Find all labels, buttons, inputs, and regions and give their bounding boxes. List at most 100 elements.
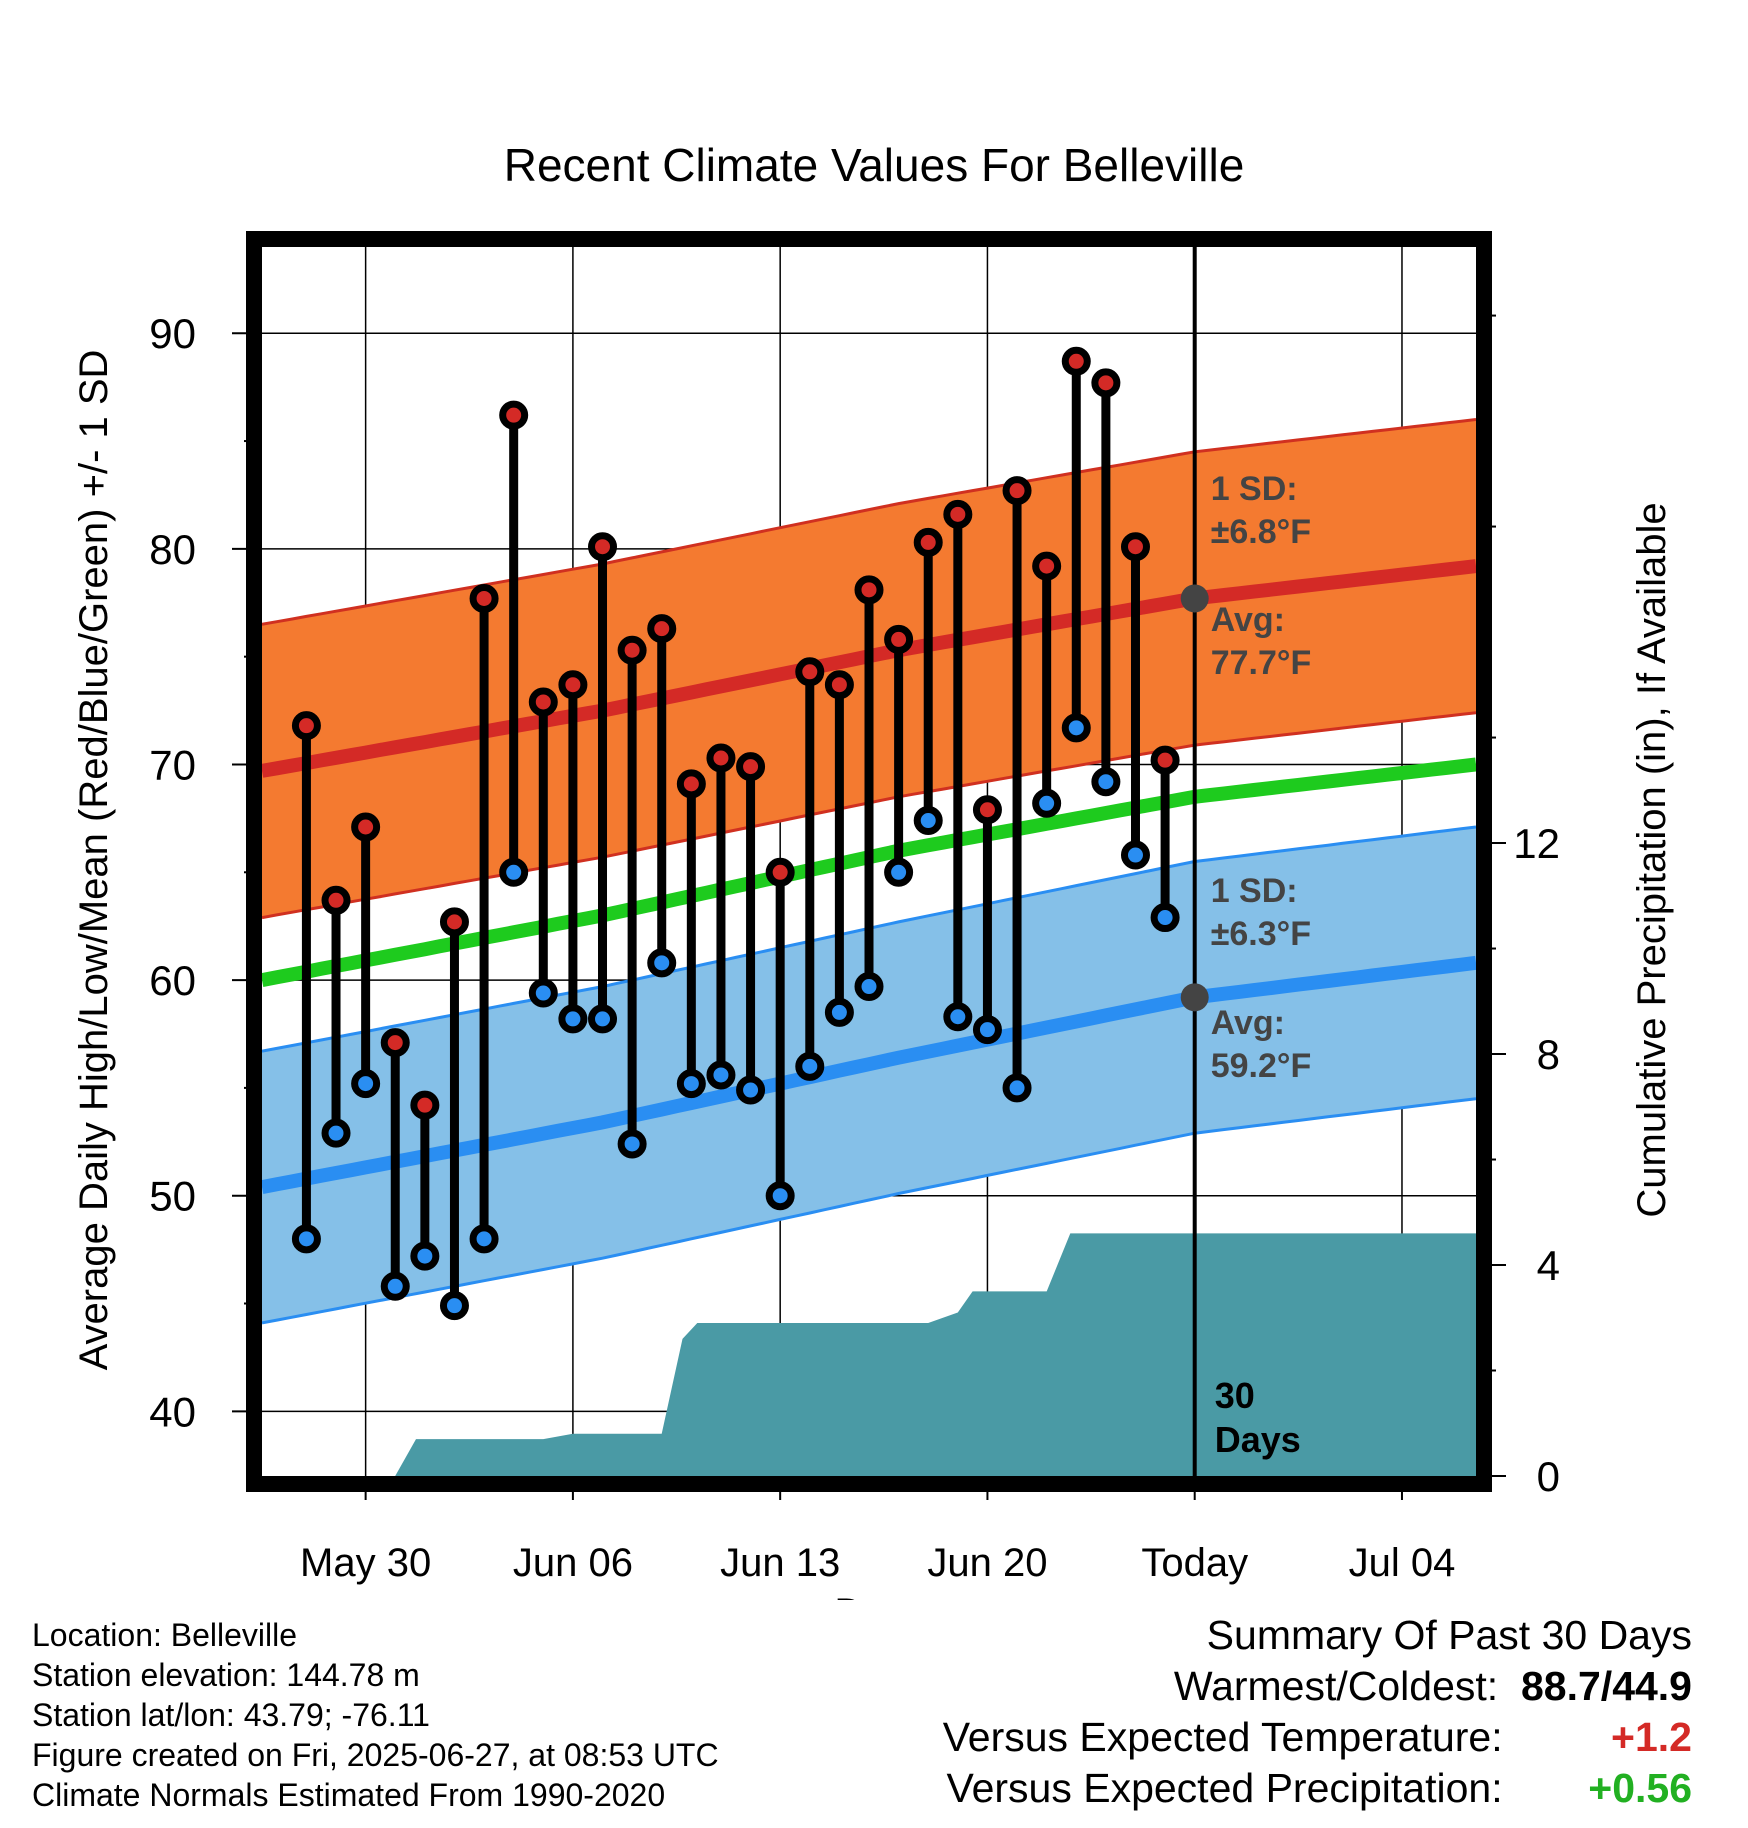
cumulative-precip-area [262,1233,1476,1476]
daily-high-point [410,1090,440,1120]
daily-low-point [1061,713,1091,743]
daily-low-point [499,857,529,887]
daily-high-point [499,400,529,430]
daily-low-point [972,1015,1002,1045]
coldest-value: 44.9 [1612,1663,1692,1709]
daily-low-point [706,1060,736,1090]
warmest-label: Warmest/Coldest: [1173,1663,1499,1709]
high-band-upper-edge [262,418,1476,626]
daily-low-point [617,1129,647,1159]
daily-high-point [1150,745,1180,775]
y2-tick-label: 8 [1537,1031,1560,1078]
daily-high-point [647,614,677,644]
summary-title: Summary Of Past 30 Days [1206,1612,1692,1658]
daily-high-point [1002,476,1032,506]
daily-high-point [380,1028,410,1058]
summary-panel: Summary Of Past 30 Days Warmest/Coldest:… [943,1610,1692,1814]
temp-label: Versus Expected Temperature: [942,1714,1503,1760]
daily-low-point [676,1069,706,1099]
daily-high-point [913,527,943,557]
daily-high-point [291,711,321,741]
low-band-lower-edge [262,1097,1476,1325]
daily-high-point [1120,532,1150,562]
normals-text: Climate Normals Estimated From 1990-2020 [32,1777,666,1813]
daily-low-point [1120,840,1150,870]
plot-border [246,231,1492,1492]
summary-temp-row: Versus Expected Temperature: +1.2 [943,1712,1692,1763]
daily-high-point [1061,346,1091,376]
high-sd-value: ±6.8°F [1211,513,1311,551]
summary-warmest-row: Warmest/Coldest: 88.7/44.9 [943,1661,1692,1712]
daily-high-point [1091,368,1121,398]
y-tick-label: 80 [149,526,196,573]
daily-low-point [1091,767,1121,797]
location-text: Location: Belleville [32,1617,298,1653]
daily-low-point [854,972,884,1002]
value-separator: / [1600,1663,1613,1709]
daily-low-point [824,997,854,1027]
daily-high-point [676,769,706,799]
y2-tick-label: 0 [1537,1453,1560,1500]
daily-high-point [943,499,973,529]
daily-low-point [588,1004,618,1034]
high-avg-value: 77.7°F [1211,644,1312,682]
low-sd-band [262,827,1476,1323]
daily-high-point [1032,551,1062,581]
daily-high-point [351,812,381,842]
low-avg-label: Avg: [1211,1004,1285,1042]
daily-low-point [1002,1073,1032,1103]
chart-title: Recent Climate Values For Belleville [504,139,1245,191]
daily-low-point [410,1241,440,1271]
precip-label: Versus Expected Precipitation: [946,1765,1503,1811]
x-axis-label: Day [834,1591,905,1600]
y-tick-label: 50 [149,1173,196,1220]
days-window-label: Days [1215,1419,1301,1460]
daily-low-point [765,1181,795,1211]
low-sd-label: 1 SD: [1211,872,1298,910]
daily-high-point [765,857,795,887]
daily-high-point [528,687,558,717]
daily-low-point [647,948,677,978]
y2-tick-label: 4 [1537,1242,1560,1289]
daily-high-point [588,532,618,562]
daily-low-point [291,1224,321,1254]
daily-low-point [439,1291,469,1321]
plot-frame [246,231,1492,1492]
daily-low-point [884,857,914,887]
daily-high-point [854,575,884,605]
low-avg-value: 59.2°F [1211,1047,1312,1085]
low-sd-value: ±6.3°F [1211,915,1311,953]
x-tick-label: Today [1141,1541,1248,1585]
daily-low-point [321,1118,351,1148]
daily-low-point [913,806,943,836]
x-tick-label: Jul 04 [1349,1541,1456,1585]
y-tick-label: 40 [149,1388,196,1435]
station-info: Location: Belleville Station elevation: … [32,1615,719,1815]
daily-low-point [1150,903,1180,933]
axes: May 30 Jun 06 Jun 13 Jun 20 Today Jul 0440506… [149,310,1560,1585]
climate-chart: Recent Climate Values For Belleville May… [72,139,1674,1600]
high-avg-marker [1180,584,1209,613]
summary-precip-row: Versus Expected Precipitation: +0.56 [943,1763,1693,1814]
daily-high-point [884,624,914,654]
daily-high-point [439,907,469,937]
x-tick-label: Jun 13 [720,1541,840,1585]
daily-low-point [380,1271,410,1301]
x-tick-label: Jun 20 [927,1541,1047,1585]
temp-value: +1.2 [1611,1714,1692,1760]
daily-high-point [469,583,499,613]
daily-low-point [558,1004,588,1034]
daily-high-point [736,752,766,782]
elevation-text: Station elevation: 144.78 m [32,1657,420,1693]
x-tick-label: Jun 06 [513,1541,633,1585]
low-avg-marker [1180,983,1209,1012]
daily-high-point [558,670,588,700]
high-avg-label: Avg: [1211,601,1285,639]
high-sd-label: 1 SD: [1211,470,1298,508]
daily-low-point [795,1051,825,1081]
daily-low-point [736,1075,766,1105]
y-tick-label: 60 [149,957,196,1004]
daily-high-point [321,885,351,915]
plot-area [262,346,1476,1476]
daily-high-point [617,635,647,665]
